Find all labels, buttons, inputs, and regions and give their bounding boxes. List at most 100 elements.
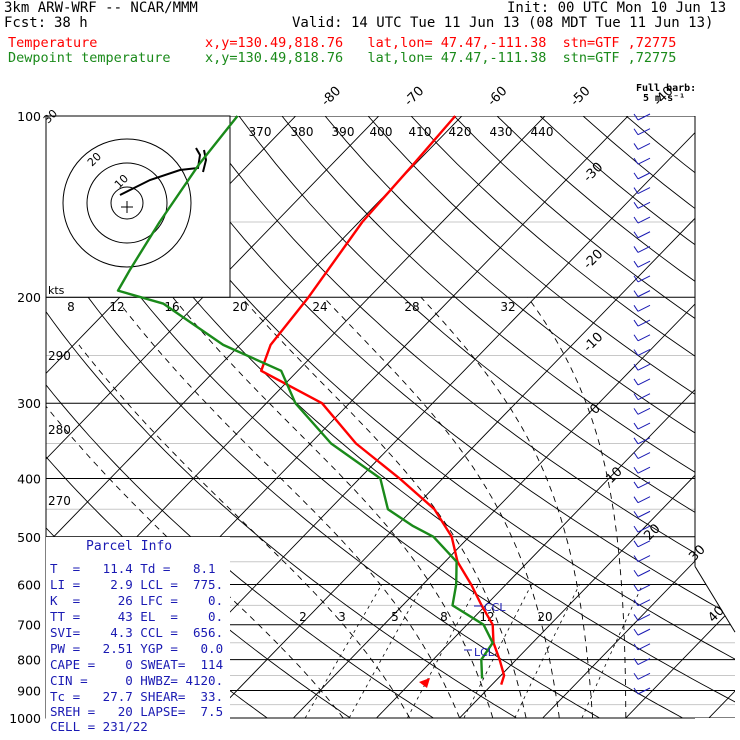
wind-barb: [637, 510, 651, 518]
wind-barb: [633, 408, 639, 415]
pressure-label: 500: [17, 530, 41, 545]
mixing-ratio-line: [304, 584, 383, 718]
mixing-ratio-label: 20: [537, 610, 552, 624]
wind-barb: [633, 128, 639, 135]
temperature-tick-label: -10: [581, 330, 607, 356]
hodograph-box: [45, 115, 231, 298]
dewpoint-profile: [116, 115, 494, 679]
wind-barb: [637, 613, 651, 621]
wind-barb: [637, 275, 651, 283]
temperature-tick-label: -20: [581, 247, 607, 273]
moist-adiabat: [323, 296, 560, 718]
parcel-row: CIN = 0 HWBZ= 4120.: [50, 673, 224, 688]
wind-barb: [637, 643, 651, 651]
dry-adiabat: [219, 116, 735, 718]
temperature-tick-label: -40: [651, 84, 677, 110]
moist-adiabat: [46, 389, 344, 718]
dry-adiabat: [469, 116, 735, 718]
wind-barb: [633, 540, 639, 548]
wind-barb: [637, 142, 651, 150]
parcel-row: PW = 2.51 YGP = 0.0: [50, 641, 224, 656]
parcel-info-title: Parcel Info: [86, 539, 173, 554]
wind-barb: [637, 481, 651, 489]
wind-barb: [637, 658, 651, 666]
dry-adiabat: [46, 116, 539, 718]
theta-label: 290: [48, 349, 71, 363]
lcl-label: LCL: [474, 646, 495, 659]
temperature-tick-label: -80: [319, 84, 345, 110]
wind-barb: [637, 187, 651, 195]
wind-barb: [633, 246, 639, 253]
wind-barb: [633, 599, 639, 606]
wind-barb: [633, 393, 639, 400]
wind-barb: [633, 275, 639, 283]
dry-adiabat: [94, 116, 735, 718]
wind-barb: [637, 290, 651, 298]
wind-barb: [633, 481, 639, 489]
pressure-label: 900: [17, 683, 41, 698]
wind-barb: [637, 687, 651, 695]
wind-barb: [633, 569, 639, 577]
mixing-ratio-label: 5: [391, 610, 399, 624]
hodograph-trace: [119, 147, 202, 196]
wind-barb: [637, 334, 651, 342]
parcel-row: CELL = 231/22: [50, 719, 148, 734]
wind-barb: [637, 452, 651, 459]
wind-barb: [633, 349, 639, 356]
wind-barb: [637, 393, 651, 401]
wind-barb: [637, 525, 651, 533]
moist-adiabat: [78, 344, 411, 718]
isotherm: [363, 116, 735, 718]
wind-barb: [633, 628, 639, 636]
wind-barb: [633, 584, 639, 592]
wind-barb: [633, 290, 639, 297]
dry-adiabat: [46, 116, 707, 718]
wind-barb: [633, 496, 639, 503]
pressure-label: 400: [17, 471, 41, 486]
wind-barb: [633, 363, 639, 371]
full-barb-units: 5 m s⁻¹: [643, 93, 686, 104]
isotherm: [613, 116, 735, 718]
hodograph-ring: [62, 138, 192, 268]
theta-label: 410: [409, 125, 432, 139]
dry-adiabat: [46, 116, 623, 718]
wind-barb: [637, 216, 651, 224]
hodograph-speed-unit: kts: [48, 284, 65, 297]
parcel-row: CAPE = 0 SWEAT= 114: [50, 657, 224, 672]
hodograph-ring: [110, 186, 144, 220]
parcel-row: K = 26 LFC = 0.: [50, 593, 224, 608]
dewpoint-legend: Dewpoint temperature: [8, 50, 171, 66]
surface-temperature-marker: [419, 678, 430, 688]
dry-adiabat: [261, 116, 735, 718]
dry-adiabat: [344, 116, 735, 718]
hodograph-speed-label: 12: [109, 300, 124, 314]
dry-adiabat: [177, 116, 735, 718]
theta-label: 370: [249, 125, 272, 139]
wind-barb: [633, 437, 639, 445]
dewpoint-location: x,y=130.49,818.76 lat,lon= 47.47,-111.38…: [205, 50, 677, 66]
dry-adiabat: [511, 116, 735, 718]
pressure-label: 600: [17, 577, 41, 592]
hodograph-speed-label: 8: [67, 300, 75, 314]
wind-barb: [637, 407, 651, 415]
wind-barb: [633, 334, 639, 342]
wind-barb: [637, 496, 651, 504]
parcel-row: SVI= 4.3 CCL = 656.: [50, 625, 224, 640]
parcel-row: TT = 43 EL = 0.: [50, 609, 224, 624]
wind-barb: [633, 172, 639, 180]
dry-adiabat: [46, 116, 454, 718]
hodograph-speed-label: 32: [500, 300, 515, 314]
wind-barb: [633, 658, 639, 665]
theta-label: 400: [370, 125, 393, 139]
wind-barb: [633, 525, 639, 533]
wind-barb: [637, 349, 651, 356]
init-time: Init: 00 UTC Mon 10 Jun 13: [507, 0, 727, 16]
hodograph-speed-label: 16: [164, 300, 179, 314]
dry-adiabat: [386, 116, 735, 718]
mixing-ratio-label: 8: [440, 610, 448, 624]
temperature-profile: [260, 115, 506, 685]
temperature-tick-label: 40: [705, 603, 727, 625]
wind-barb: [637, 584, 651, 592]
moist-adiabat: [240, 296, 527, 718]
temperature-tick-label: 0: [587, 401, 603, 417]
